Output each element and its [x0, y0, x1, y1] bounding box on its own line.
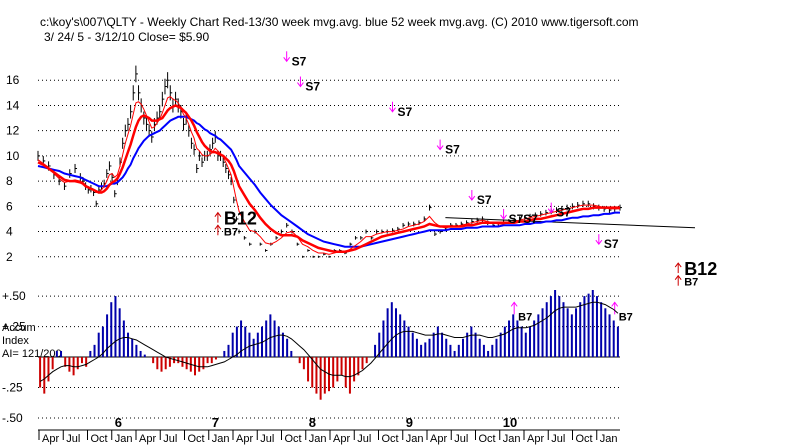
sell-signal-label: S7: [445, 143, 460, 157]
x-tick-label: Apr: [139, 433, 156, 445]
x-tick-label: Oct: [91, 433, 108, 445]
year-label: 8: [309, 415, 316, 430]
accum-tick-label: -.25: [2, 381, 23, 395]
price-tick-label: 8: [6, 174, 13, 188]
chart-title: c:\koy's\007\QLTY - Weekly Chart Red-13/…: [40, 15, 639, 29]
price-tick-label: 14: [6, 98, 20, 112]
accum-buy-arrowhead: [510, 301, 518, 307]
accum-buy-arrowhead: [611, 301, 619, 307]
x-tick-label: Jul: [551, 433, 565, 445]
accum-tick-label: +.50: [2, 289, 26, 303]
buy-arrowhead: [674, 274, 682, 280]
x-tick-label: Oct: [285, 433, 302, 445]
sell-signal-label: S7: [397, 105, 412, 119]
sell-arrowhead: [283, 57, 291, 63]
year-label: 7: [212, 415, 219, 430]
sell-arrowhead: [547, 208, 555, 214]
sell-arrowhead: [595, 239, 603, 246]
accum-ma-line: [39, 301, 619, 382]
sell-arrowhead: [468, 195, 476, 201]
sell-signal-label: S7: [292, 54, 307, 68]
x-tick-label: Oct: [576, 433, 593, 445]
x-tick-label: Oct: [188, 433, 205, 445]
x-tick-label: Jul: [163, 433, 177, 445]
accum-tick-label: +.25: [2, 320, 26, 334]
x-tick-label: Apr: [430, 433, 447, 445]
accum-title-line1: Accum: [2, 322, 36, 334]
sell-signal-label: S7: [556, 206, 571, 220]
price-tick-label: 2: [6, 250, 13, 264]
x-tick-label: Jul: [260, 433, 274, 445]
price-tick-label: 12: [6, 124, 20, 138]
x-tick-label: Apr: [42, 433, 59, 445]
ma13-line: [37, 95, 620, 255]
sell-arrowhead: [297, 82, 304, 88]
ma30-line: [37, 104, 620, 253]
accum-panel: B7 B7 +.50 +.25 -.25 -.50: [2, 289, 633, 425]
x-tick-label: Oct: [479, 433, 496, 445]
x-tick-label: Jan: [406, 433, 424, 445]
sell-signal-label: S7S7: [509, 212, 539, 226]
accum-title-line2: Index: [2, 335, 29, 347]
year-label: 9: [406, 415, 413, 430]
accum-buy-label: B7: [518, 311, 532, 323]
x-tick-label: Jul: [357, 433, 371, 445]
x-tick-label: Oct: [382, 433, 399, 445]
accum-tick-label: -.50: [2, 411, 23, 425]
accum-buy-label: B7: [619, 311, 633, 323]
x-tick-label: Jan: [309, 433, 327, 445]
x-tick-label: Jul: [454, 433, 468, 445]
price-tick-label: 10: [6, 149, 20, 163]
sell-arrowhead: [500, 214, 507, 220]
price-tick-label: 6: [6, 199, 13, 213]
sell-signal-label: S7: [477, 193, 492, 207]
x-tick-label: Apr: [236, 433, 253, 445]
buy-arrowhead: [214, 224, 222, 230]
buy-signal-label: B7: [224, 226, 238, 238]
x-tick-label: Jul: [66, 433, 80, 445]
x-tick-label: Jan: [503, 433, 521, 445]
x-tick-label: Apr: [527, 433, 544, 445]
buy-signal-label: B12: [684, 259, 717, 279]
x-axis: Apr Jul Oct Jan Apr Jul Oct Jan Apr Jul Oct Jan Apr J…: [38, 415, 620, 445]
ma52-line: [37, 115, 620, 248]
buy-arrowhead: [674, 262, 682, 268]
buy-arrowhead: [214, 211, 222, 217]
year-label: 6: [115, 415, 122, 430]
x-tick-label: Jan: [115, 433, 133, 445]
buy-signal-label: B7: [684, 277, 698, 289]
sell-signal-label: S7: [604, 237, 619, 251]
year-label: 10: [503, 415, 517, 430]
sell-arrowhead: [389, 107, 396, 113]
price-tick-label: 4: [6, 225, 13, 239]
x-tick-label: Apr: [333, 433, 350, 445]
resistance-trendline: [445, 217, 696, 229]
sell-signal-label: S7: [305, 80, 320, 94]
sell-arrowhead: [436, 145, 444, 151]
x-tick-label: Jan: [212, 433, 230, 445]
x-tick-label: Jan: [600, 433, 618, 445]
price-tick-label: 16: [6, 73, 20, 87]
chart-subtitle: 3/ 24/ 5 - 3/12/10 Close= $5.90: [44, 30, 209, 44]
buy-signal-label: B12: [224, 209, 257, 229]
